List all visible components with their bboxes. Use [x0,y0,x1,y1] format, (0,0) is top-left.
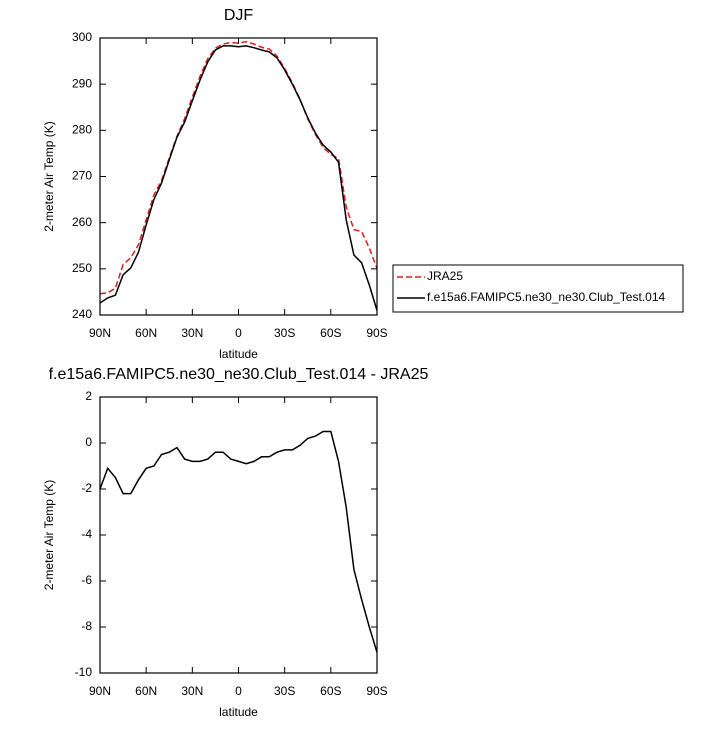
legend-label: f.e15a6.FAMIPC5.ne30_ne30.Club_Test.014 [427,290,665,304]
y-tick-label: 260 [72,215,92,229]
y-tick-label: 2 [85,389,92,403]
y-tick-label: -10 [75,665,93,679]
y-axis-label: 2-meter Air Temp (K) [42,480,56,590]
x-tick-label: 0 [235,326,242,340]
y-tick-label: -6 [81,573,92,587]
y-axis-label: 2-meter Air Temp (K) [42,121,56,231]
y-tick-label: -8 [81,619,92,633]
y-tick-label: 250 [72,261,92,275]
x-tick-label: 90S [366,326,387,340]
plot-frame [99,396,378,674]
y-tick-label: -4 [81,527,92,541]
x-axis-label: latitude [219,347,258,361]
x-tick-label: 60S [320,684,341,698]
x-tick-label: 30S [274,684,295,698]
x-tick-label: 30N [181,684,203,698]
y-tick-label: 0 [85,435,92,449]
y-tick-label: 290 [72,76,92,90]
x-tick-label: 30N [181,326,203,340]
x-tick-label: 90S [366,684,387,698]
x-tick-label: 0 [235,684,242,698]
y-tick-label: 270 [72,169,92,183]
data-line [99,430,378,653]
legend-box [392,264,684,313]
data-line [99,40,378,295]
y-tick-label: -2 [81,481,92,495]
y-tick-label: 300 [72,30,92,44]
y-tick-label: 280 [72,123,92,137]
plot-frame [99,37,378,316]
chart-title: DJF [224,7,254,24]
y-tick-label: 240 [72,307,92,321]
x-tick-label: 60N [135,326,157,340]
chart-title: f.e15a6.FAMIPC5.ne30_ne30.Club_Test.014 … [49,366,429,383]
x-axis-label: latitude [219,705,258,719]
x-tick-label: 90N [89,684,111,698]
x-tick-label: 90N [89,326,111,340]
x-tick-label: 30S [274,326,295,340]
x-tick-label: 60N [135,684,157,698]
x-tick-label: 60S [320,326,341,340]
legend-label: JRA25 [427,269,463,283]
data-line [99,45,378,311]
